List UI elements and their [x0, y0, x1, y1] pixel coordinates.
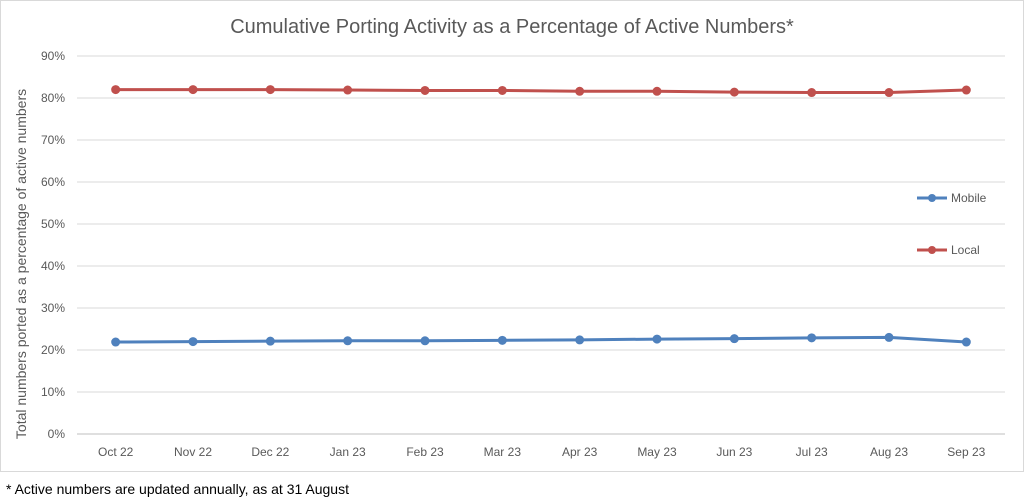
gridlines — [77, 55, 1005, 435]
x-axis-ticks: Oct 22 Nov 22 Dec 22 Jan 23 Feb 23 Mar 23 Apr … — [98, 445, 986, 459]
x-tick-label: Mar 23 — [484, 445, 522, 459]
data-point-mobile — [575, 335, 585, 345]
data-point-local — [884, 88, 894, 98]
y-tick-label: 50% — [41, 217, 65, 231]
series-line-local — [114, 88, 968, 95]
y-tick-label: 20% — [41, 343, 65, 357]
y-tick-label: 80% — [41, 91, 65, 105]
chart-frame — [0, 0, 1024, 472]
data-point-mobile — [884, 332, 894, 342]
y-tick-label: 0% — [48, 427, 66, 441]
data-point-local — [575, 86, 585, 96]
data-point-mobile — [420, 336, 430, 346]
data-point-local — [343, 85, 353, 95]
x-tick-label: Aug 23 — [870, 445, 908, 459]
data-point-local — [807, 88, 817, 98]
data-point-mobile — [807, 333, 817, 343]
x-tick-label: Jan 23 — [330, 445, 366, 459]
data-point-mobile — [343, 336, 353, 346]
data-point-local — [961, 85, 971, 95]
y-axis-ticks: 0% 10% 20% 30% 40% 50% 60% 70% 80% 90% — [41, 49, 65, 441]
x-tick-label: Jun 23 — [716, 445, 752, 459]
x-tick-label: Sep 23 — [947, 445, 985, 459]
line-chart: 0% 10% 20% 30% 40% 50% 60% 70% 80% 90% Oct 22 Nov … — [13, 49, 1005, 459]
data-point-mobile — [265, 336, 275, 346]
data-point-mobile — [497, 335, 507, 345]
x-tick-label: Nov 22 — [174, 445, 212, 459]
data-point-local — [497, 85, 507, 95]
data-point-mobile — [188, 337, 198, 347]
legend-label-mobile: Mobile — [951, 191, 987, 205]
series-line-mobile — [114, 335, 968, 344]
data-point-mobile — [111, 337, 121, 347]
y-axis-label: Total numbers ported as a percentage of … — [13, 89, 29, 439]
data-point-local — [111, 85, 121, 95]
x-tick-label: Feb 23 — [406, 445, 444, 459]
data-point-local — [265, 85, 275, 95]
y-tick-label: 30% — [41, 301, 65, 315]
x-tick-label: Jul 23 — [796, 445, 828, 459]
footnote: * Active numbers are updated annually, a… — [6, 481, 349, 497]
data-point-local — [729, 87, 739, 97]
data-point-local — [188, 85, 198, 95]
data-point-local — [420, 85, 430, 95]
x-tick-label: May 23 — [637, 445, 677, 459]
y-tick-label: 10% — [41, 385, 65, 399]
x-tick-label: Apr 23 — [562, 445, 598, 459]
legend-marker-mobile — [928, 194, 936, 202]
y-tick-label: 40% — [41, 259, 65, 273]
data-point-mobile — [729, 334, 739, 344]
y-tick-label: 60% — [41, 175, 65, 189]
data-point-mobile — [652, 334, 662, 344]
series-lines — [111, 85, 971, 347]
x-tick-label: Dec 22 — [251, 445, 289, 459]
legend-marker-local — [928, 246, 936, 254]
legend-label-local: Local — [951, 243, 980, 257]
x-tick-label: Oct 22 — [98, 445, 134, 459]
data-point-local — [652, 86, 662, 96]
y-tick-label: 90% — [41, 49, 65, 63]
y-tick-label: 70% — [41, 133, 65, 147]
chart-title: Cumulative Porting Activity as a Percent… — [230, 16, 794, 38]
data-point-mobile — [961, 337, 971, 347]
legend: Mobile Local — [917, 191, 987, 257]
